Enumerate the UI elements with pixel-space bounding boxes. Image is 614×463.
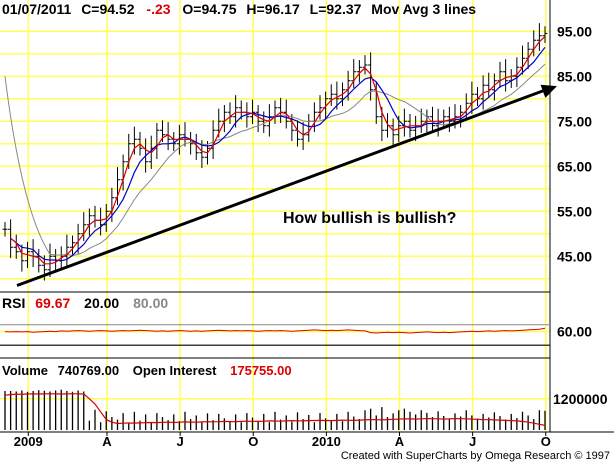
ma-mid-line xyxy=(10,47,546,262)
trend-arrow xyxy=(16,84,557,287)
volume-value: 740769.00 xyxy=(58,363,119,378)
price-y-tick-3: 65.00 xyxy=(557,158,592,174)
x-tick-0: 2009 xyxy=(14,434,43,449)
trend-arrow-head xyxy=(540,84,557,98)
volume-y-axis: 1200000 xyxy=(553,391,608,407)
header-open: O=94.75 xyxy=(182,1,236,17)
x-tick-4: 2010 xyxy=(312,434,341,449)
volume-grid xyxy=(0,358,550,432)
header-study: Mov Avg 3 lines xyxy=(371,1,476,17)
rsi-line xyxy=(4,327,546,334)
x-tick-1: A xyxy=(102,434,112,449)
x-axis: 2009 A J O 2010 A J O xyxy=(14,432,551,449)
open-interest-line xyxy=(4,393,546,426)
trend-arrow-shaft xyxy=(16,87,550,287)
rsi-upper: 80.00 xyxy=(133,295,168,311)
header-close: C=94.52 xyxy=(81,1,135,17)
volume-y-tick-0: 1200000 xyxy=(553,391,608,407)
header-high: H=96.17 xyxy=(246,1,300,17)
price-y-axis: 95.00 85.00 75.00 65.00 55.00 45.00 xyxy=(557,23,592,264)
header-low: L=92.37 xyxy=(310,1,362,17)
rsi-header: RSI 69.67 20.00 80.00 xyxy=(2,295,168,311)
volume-header: Volume 740769.00 Open Interest 175755.00 xyxy=(2,363,292,378)
price-y-tick-4: 55.00 xyxy=(557,203,592,219)
x-tick-6: J xyxy=(469,434,476,449)
ma-slow-line xyxy=(4,63,546,257)
x-tick-3: O xyxy=(248,434,258,449)
open-interest-label: Open Interest xyxy=(133,363,217,378)
rsi-y-axis: 60.00 xyxy=(557,324,592,340)
x-tick-7: O xyxy=(541,434,551,449)
rsi-lower: 20.00 xyxy=(84,295,119,311)
rsi-y-tick-0: 60.00 xyxy=(557,324,592,340)
volume-label: Volume xyxy=(2,363,48,378)
price-bars xyxy=(2,23,548,281)
ma-fast-line xyxy=(10,36,546,265)
open-interest-value: 175755.00 xyxy=(230,363,291,378)
rsi-guide-lines xyxy=(0,324,550,346)
price-y-tick-2: 75.00 xyxy=(557,113,592,129)
rsi-label: RSI xyxy=(2,295,25,311)
annotation-text: How bullish is bullish? xyxy=(283,210,456,227)
price-y-tick-5: 45.00 xyxy=(557,248,592,264)
header-change: -.23 xyxy=(146,1,170,17)
credit-text: Created with SuperCharts by Omega Resear… xyxy=(341,450,610,462)
header-quote: 01/07/2011 C=94.52 -.23 O=94.75 H=96.17 … xyxy=(2,1,476,17)
price-y-tick-0: 95.00 xyxy=(557,23,592,39)
x-tick-2: J xyxy=(177,434,184,449)
price-y-tick-1: 85.00 xyxy=(557,68,592,84)
rsi-value: 69.67 xyxy=(35,295,70,311)
x-tick-5: A xyxy=(395,434,405,449)
header-date: 01/07/2011 xyxy=(2,1,72,17)
